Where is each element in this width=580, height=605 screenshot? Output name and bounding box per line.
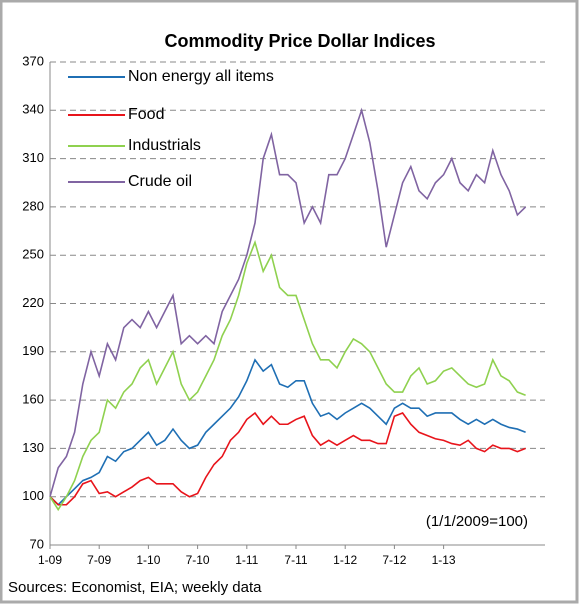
annotation: (1/1/2009=100) <box>426 513 528 530</box>
series-line <box>49 358 526 506</box>
x-tick-label: 7-09 <box>87 553 111 567</box>
x-tick-label: 1-10 <box>136 553 160 567</box>
chart-title: Commodity Price Dollar Indices <box>164 31 435 51</box>
y-tick-label: 130 <box>22 440 44 455</box>
x-tick-label: 7-12 <box>382 553 406 567</box>
y-tick-label: 370 <box>22 53 44 68</box>
x-tick-label: 7-11 <box>284 553 307 567</box>
y-tick-label: 100 <box>22 488 44 503</box>
y-tick-label: 160 <box>22 392 44 407</box>
x-tick-label: 7-10 <box>186 553 210 567</box>
series-line <box>49 107 527 497</box>
legend-label: Industrials <box>128 137 201 154</box>
legend-label: Food <box>128 106 164 123</box>
y-tick-label: 190 <box>22 343 44 358</box>
y-tick-label: 70 <box>30 536 44 551</box>
x-tick-label: 1-13 <box>432 553 456 567</box>
series-line <box>49 239 526 512</box>
y-tick-label: 340 <box>22 102 44 117</box>
y-tick-label: 220 <box>22 295 44 310</box>
y-tick-label: 250 <box>22 247 44 262</box>
y-tick-label: 280 <box>22 198 44 213</box>
source: Sources: Economist, EIA; weekly data <box>8 579 262 596</box>
legend-label: Crude oil <box>128 173 192 190</box>
x-tick-label: 1-12 <box>333 553 357 567</box>
series-line <box>49 411 526 506</box>
x-tick-label: 1-09 <box>38 553 62 567</box>
y-tick-label: 310 <box>22 150 44 165</box>
legend-label: Non energy all items <box>128 68 274 85</box>
x-tick-label: 1-11 <box>235 553 258 567</box>
